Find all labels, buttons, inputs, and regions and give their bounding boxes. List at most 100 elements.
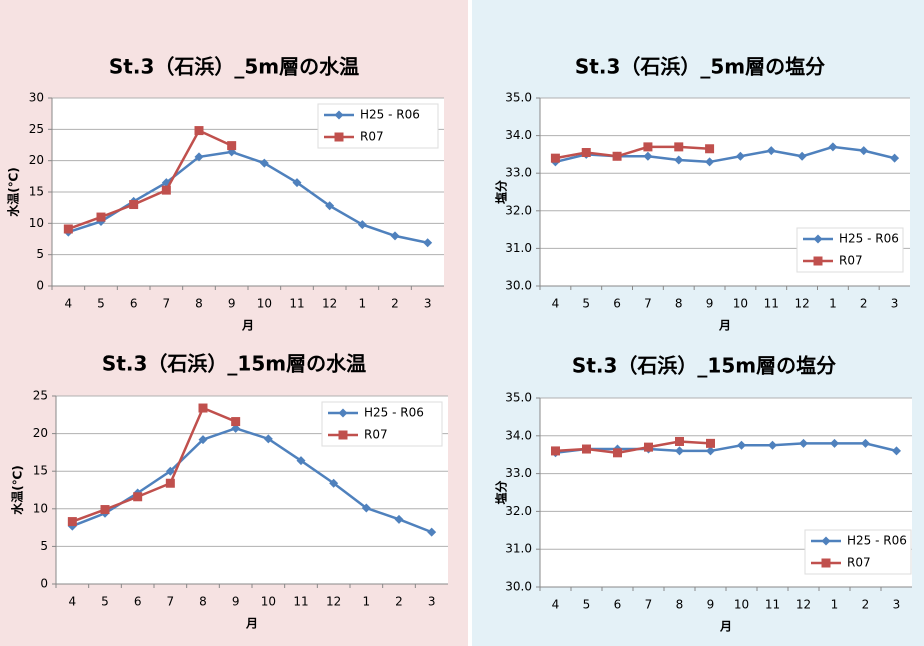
x-tick-label: 10 — [733, 297, 748, 311]
x-tick-label: 8 — [199, 595, 207, 609]
y-tick-label: 30.0 — [505, 580, 532, 594]
marker — [390, 231, 400, 241]
marker — [263, 434, 273, 444]
marker — [334, 132, 344, 142]
series-line — [71, 427, 433, 534]
marker — [674, 142, 684, 152]
marker — [165, 466, 175, 476]
x-tick-label: 1 — [829, 297, 837, 311]
marker — [338, 430, 348, 440]
x-tick-label: 8 — [675, 297, 683, 311]
y-tick-label: 30.0 — [505, 279, 532, 293]
x-tick-label: 3 — [893, 598, 901, 612]
series-line — [67, 128, 233, 231]
marker — [165, 478, 175, 488]
marker — [427, 527, 437, 537]
x-tick-label: 4 — [552, 598, 560, 612]
marker — [129, 200, 139, 210]
y-tick-label: 5 — [36, 247, 44, 261]
x-tick-label: 6 — [134, 595, 142, 609]
y-tick-label: 33.0 — [505, 466, 532, 480]
x-tick-label: 1 — [359, 297, 367, 311]
marker — [329, 478, 339, 488]
y-tick-label: 34.0 — [505, 428, 532, 442]
x-tick-label: 4 — [65, 297, 73, 311]
y-tick-label: 35.0 — [505, 91, 532, 105]
y-axis-label: 塩分 — [494, 480, 509, 504]
x-tick-label: 6 — [130, 297, 138, 311]
x-tick-label: 9 — [232, 595, 240, 609]
x-tick-label: 3 — [424, 297, 432, 311]
x-tick-label: 6 — [613, 297, 621, 311]
marker — [821, 558, 831, 568]
x-tick-label: 9 — [228, 297, 236, 311]
marker — [813, 256, 823, 266]
y-tick-label: 34.0 — [505, 128, 532, 142]
chart-title: St.3（石浜）_5m層の水温 — [109, 55, 359, 79]
marker — [737, 440, 746, 450]
series-line — [67, 150, 428, 244]
legend-label: R07 — [839, 254, 863, 268]
y-tick-label: 0 — [40, 577, 48, 591]
legend-label: R07 — [360, 130, 384, 144]
x-tick-label: 5 — [101, 595, 109, 609]
marker — [231, 417, 241, 427]
marker — [675, 446, 684, 456]
marker — [705, 157, 715, 167]
marker — [797, 151, 807, 161]
x-tick-label: 2 — [862, 598, 870, 612]
marker — [581, 148, 591, 158]
x-tick-label: 12 — [794, 297, 809, 311]
marker — [813, 234, 823, 244]
marker — [706, 438, 715, 448]
marker — [892, 446, 901, 456]
marker — [394, 514, 404, 524]
y-tick-label: 20 — [29, 153, 44, 167]
legend-label: H25 - R06 — [364, 406, 424, 420]
marker — [194, 126, 204, 136]
y-axis-label: 塩分 — [494, 180, 509, 204]
marker — [133, 492, 143, 502]
y-tick-label: 35.0 — [505, 391, 532, 405]
x-tick-label: 1 — [831, 598, 839, 612]
marker — [643, 151, 653, 161]
series-line — [555, 442, 897, 455]
legend-label: R07 — [364, 428, 388, 442]
marker — [198, 435, 208, 445]
chart-title: St.3（石浜）_15m層の塩分 — [572, 354, 836, 378]
x-tick-label: 10 — [734, 598, 749, 612]
x-tick-label: 12 — [796, 598, 811, 612]
x-tick-label: 2 — [860, 297, 868, 311]
marker — [859, 146, 869, 156]
marker — [296, 456, 306, 466]
y-tick-label: 25 — [33, 389, 48, 403]
y-tick-label: 10 — [33, 501, 48, 515]
y-tick-label: 31.0 — [505, 542, 532, 556]
marker — [674, 155, 684, 165]
y-tick-label: 0 — [36, 279, 44, 293]
x-axis-label: 月 — [718, 319, 731, 333]
marker — [613, 448, 622, 458]
marker — [161, 185, 171, 195]
marker — [821, 536, 831, 546]
y-tick-label: 15 — [29, 185, 44, 199]
x-axis-label: 月 — [245, 617, 258, 631]
marker — [194, 152, 204, 162]
marker — [705, 144, 715, 154]
marker — [423, 238, 433, 248]
legend-label: R07 — [847, 556, 871, 570]
marker — [706, 446, 715, 456]
legend-label: H25 - R06 — [839, 232, 899, 246]
x-tick-label: 4 — [552, 297, 560, 311]
x-axis-label: 月 — [719, 620, 732, 634]
y-tick-label: 5 — [40, 539, 48, 553]
y-tick-label: 30 — [29, 91, 44, 105]
x-tick-label: 7 — [645, 598, 653, 612]
marker — [675, 436, 684, 446]
chart-title: St.3（石浜）_5m層の塩分 — [575, 55, 825, 79]
x-tick-label: 12 — [322, 297, 337, 311]
marker — [100, 505, 110, 515]
x-tick-label: 11 — [765, 598, 780, 612]
y-tick-label: 15 — [33, 464, 48, 478]
y-tick-label: 31.0 — [505, 241, 532, 255]
